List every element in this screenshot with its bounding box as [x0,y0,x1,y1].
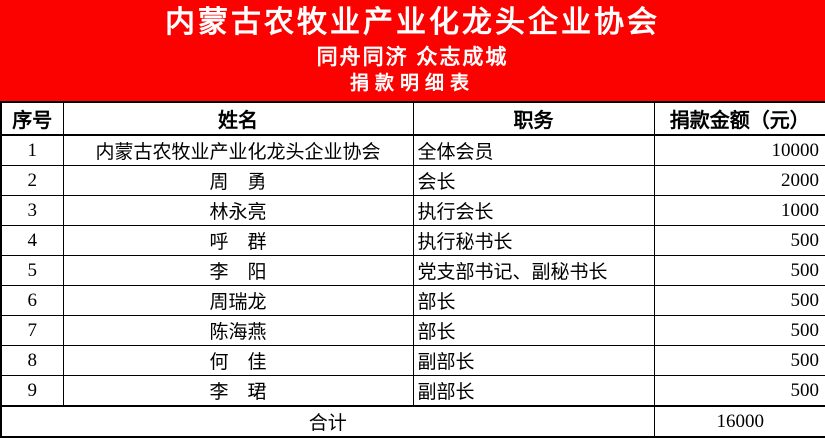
cell-position: 部长 [412,285,655,316]
cell-amount: 500 [653,345,825,376]
cell-serial-number: 5 [0,255,64,286]
cell-amount: 500 [653,375,825,407]
cell-position: 执行秘书长 [412,225,655,256]
cell-position: 副部长 [412,345,655,376]
cell-position: 党支部书记、副秘书长 [412,255,655,286]
column-header-name: 姓名 [62,101,414,136]
cell-position: 部长 [412,315,655,346]
banner: 内蒙古农牧业产业化龙头企业协会 同舟同济 众志成城 捐款明细表 [0,0,825,101]
cell-position: 副部长 [412,375,655,407]
cell-serial-number: 9 [0,375,64,407]
slogan: 同舟同济 众志成城 [316,46,509,69]
column-header-amount: 捐款金额（元） [653,101,825,136]
table-row: 3 林永亮 执行会长 1000 [0,195,825,226]
total-amount: 16000 [653,405,825,438]
cell-name: 林永亮 [62,195,414,226]
cell-amount: 1000 [653,195,825,226]
cell-amount: 500 [653,225,825,256]
cell-position: 全体会员 [412,134,655,166]
table-row: 8 何 佳 副部长 500 [0,345,825,376]
cell-name: 李 珺 [62,375,414,407]
cell-serial-number: 2 [0,165,64,196]
cell-serial-number: 4 [0,225,64,256]
cell-serial-number: 8 [0,345,64,376]
table-row: 6 周瑞龙 部长 500 [0,285,825,316]
total-row: 合计 16000 [0,405,825,438]
cell-position: 执行会长 [412,195,655,226]
table-header: 序号 姓名 职务 捐款金额（元） [0,101,825,136]
cell-amount: 500 [653,315,825,346]
table-footer: 合计 16000 [0,405,825,438]
cell-serial-number: 3 [0,195,64,226]
cell-position: 会长 [412,165,655,196]
donation-table: 序号 姓名 职务 捐款金额（元） 1 内蒙古农牧业产业化龙头企业协会 全体会员 … [0,101,825,438]
cell-serial-number: 6 [0,285,64,316]
table-row: 9 李 珺 副部长 500 [0,375,825,407]
cell-amount: 500 [653,255,825,286]
org-title: 内蒙古农牧业产业化龙头企业协会 [165,6,660,39]
total-label: 合计 [0,405,655,438]
table-row: 1 内蒙古农牧业产业化龙头企业协会 全体会员 10000 [0,134,825,166]
cell-name: 李 阳 [62,255,414,286]
cell-name: 何 佳 [62,345,414,376]
table-row: 4 呼 群 执行秘书长 500 [0,225,825,256]
cell-amount: 500 [653,285,825,316]
cell-serial-number: 1 [0,134,64,166]
sheet-title: 捐款明细表 [349,73,475,94]
column-header-title: 职务 [412,101,655,136]
table-row: 5 李 阳 党支部书记、副秘书长 500 [0,255,825,286]
header-row: 序号 姓名 职务 捐款金额（元） [0,101,825,136]
cell-name: 周 勇 [62,165,414,196]
column-header-no: 序号 [0,101,64,136]
cell-name: 周瑞龙 [62,285,414,316]
cell-name: 呼 群 [62,225,414,256]
cell-name: 内蒙古农牧业产业化龙头企业协会 [62,134,414,166]
table-row: 2 周 勇 会长 2000 [0,165,825,196]
cell-amount: 2000 [653,165,825,196]
table-body: 1 内蒙古农牧业产业化龙头企业协会 全体会员 10000 2 周 勇 会长 20… [0,134,825,407]
cell-name: 陈海燕 [62,315,414,346]
cell-amount: 10000 [653,134,825,166]
table-row: 7 陈海燕 部长 500 [0,315,825,346]
cell-serial-number: 7 [0,315,64,346]
